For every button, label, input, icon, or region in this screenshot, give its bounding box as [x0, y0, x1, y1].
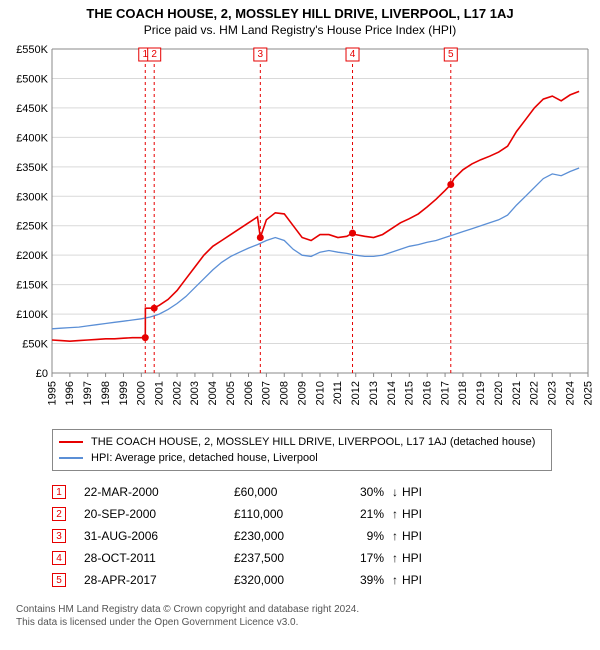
transaction-row: 5 28-APR-2017£320,00039%↑HPI	[52, 569, 552, 591]
transaction-price: £237,500	[234, 551, 344, 565]
svg-text:£400K: £400K	[16, 132, 48, 144]
svg-text:1998: 1998	[100, 381, 112, 405]
arrow-up-icon: ↑	[388, 507, 402, 521]
svg-text:1995: 1995	[46, 381, 58, 405]
svg-text:2015: 2015	[404, 381, 416, 405]
svg-text:2011: 2011	[332, 381, 344, 405]
svg-text:3: 3	[258, 49, 264, 60]
arrow-down-icon: ↓	[388, 485, 402, 499]
transaction-marker: 3	[52, 529, 66, 543]
chart-titles: THE COACH HOUSE, 2, MOSSLEY HILL DRIVE, …	[8, 6, 592, 37]
svg-text:2022: 2022	[529, 381, 541, 405]
svg-text:£300K: £300K	[16, 191, 48, 203]
svg-text:2024: 2024	[564, 381, 576, 405]
transaction-indicator: HPI	[402, 529, 442, 543]
arrow-up-icon: ↑	[388, 529, 402, 543]
legend-label: THE COACH HOUSE, 2, MOSSLEY HILL DRIVE, …	[91, 436, 535, 448]
svg-text:2018: 2018	[457, 381, 469, 405]
svg-text:2005: 2005	[225, 381, 237, 405]
legend-swatch	[59, 441, 83, 443]
svg-text:£150K: £150K	[16, 280, 48, 292]
svg-text:2001: 2001	[153, 381, 165, 405]
transaction-pct: 17%	[344, 551, 388, 565]
footer-line2: This data is licensed under the Open Gov…	[16, 616, 592, 629]
transaction-indicator: HPI	[402, 573, 442, 587]
transaction-indicator: HPI	[402, 485, 442, 499]
svg-text:2014: 2014	[386, 381, 398, 405]
svg-text:2013: 2013	[368, 381, 380, 405]
svg-text:2023: 2023	[547, 381, 559, 405]
transaction-row: 4 28-OCT-2011£237,50017%↑HPI	[52, 547, 552, 569]
svg-text:£550K: £550K	[16, 44, 48, 56]
arrow-up-icon: ↑	[388, 573, 402, 587]
transaction-marker: 4	[52, 551, 66, 565]
svg-text:£500K: £500K	[16, 73, 48, 85]
svg-text:2: 2	[151, 49, 157, 60]
footer-line1: Contains HM Land Registry data © Crown c…	[16, 603, 592, 616]
transaction-price: £230,000	[234, 529, 344, 543]
transaction-row: 2 20-SEP-2000£110,00021%↑HPI	[52, 503, 552, 525]
svg-text:2006: 2006	[243, 381, 255, 405]
svg-text:2016: 2016	[422, 381, 434, 405]
svg-text:2020: 2020	[493, 381, 505, 405]
svg-text:£50K: £50K	[22, 339, 48, 351]
svg-text:2003: 2003	[189, 381, 201, 405]
transaction-indicator: HPI	[402, 507, 442, 521]
transaction-indicator: HPI	[402, 551, 442, 565]
transaction-marker: 1	[52, 485, 66, 499]
svg-text:2019: 2019	[475, 381, 487, 405]
transaction-marker: 2	[52, 507, 66, 521]
legend-swatch	[59, 457, 83, 459]
svg-text:£350K: £350K	[16, 162, 48, 174]
svg-text:2010: 2010	[314, 381, 326, 405]
transaction-pct: 9%	[344, 529, 388, 543]
svg-text:5: 5	[448, 49, 454, 60]
legend-item: HPI: Average price, detached house, Live…	[59, 450, 545, 466]
legend: THE COACH HOUSE, 2, MOSSLEY HILL DRIVE, …	[52, 429, 552, 471]
transaction-price: £60,000	[234, 485, 344, 499]
svg-text:1999: 1999	[118, 381, 130, 405]
svg-text:2009: 2009	[296, 381, 308, 405]
transaction-price: £110,000	[234, 507, 344, 521]
svg-text:1996: 1996	[64, 381, 76, 405]
svg-text:2008: 2008	[279, 381, 291, 405]
chart-container: THE COACH HOUSE, 2, MOSSLEY HILL DRIVE, …	[0, 0, 600, 650]
transaction-pct: 21%	[344, 507, 388, 521]
chart-title: THE COACH HOUSE, 2, MOSSLEY HILL DRIVE, …	[8, 6, 592, 21]
chart-svg: £0 £50K £100K £150K £200K £250K £300K £350K £400…	[8, 43, 592, 423]
svg-text:2002: 2002	[171, 381, 183, 405]
svg-text:2017: 2017	[439, 381, 451, 405]
svg-text:2012: 2012	[350, 381, 362, 405]
transaction-row: 3 31-AUG-2006£230,0009%↑HPI	[52, 525, 552, 547]
svg-text:2000: 2000	[136, 381, 148, 405]
chart-plot-area: £0 £50K £100K £150K £200K £250K £300K £350K £400…	[8, 43, 592, 423]
transaction-date: 28-APR-2017	[84, 573, 234, 587]
svg-text:2025: 2025	[582, 381, 592, 405]
transaction-marker: 5	[52, 573, 66, 587]
legend-item: THE COACH HOUSE, 2, MOSSLEY HILL DRIVE, …	[59, 434, 545, 450]
svg-text:£200K: £200K	[16, 250, 48, 262]
svg-text:2021: 2021	[511, 381, 523, 405]
svg-text:2004: 2004	[207, 381, 219, 405]
arrow-up-icon: ↑	[388, 551, 402, 565]
transaction-row: 1 22-MAR-2000£60,00030%↓HPI	[52, 481, 552, 503]
svg-text:£450K: £450K	[16, 103, 48, 115]
svg-text:£250K: £250K	[16, 221, 48, 233]
svg-text:£0: £0	[36, 368, 48, 380]
svg-text:1997: 1997	[82, 381, 94, 405]
svg-text:£100K: £100K	[16, 309, 48, 321]
transaction-date: 20-SEP-2000	[84, 507, 234, 521]
transaction-pct: 39%	[344, 573, 388, 587]
transaction-date: 28-OCT-2011	[84, 551, 234, 565]
svg-text:2007: 2007	[261, 381, 273, 405]
transaction-date: 22-MAR-2000	[84, 485, 234, 499]
transactions-table: 122-MAR-2000£60,00030%↓HPI220-SEP-2000£1…	[52, 481, 552, 591]
transaction-date: 31-AUG-2006	[84, 529, 234, 543]
transaction-pct: 30%	[344, 485, 388, 499]
footer: Contains HM Land Registry data © Crown c…	[16, 603, 592, 629]
svg-text:4: 4	[350, 49, 356, 60]
transaction-price: £320,000	[234, 573, 344, 587]
chart-subtitle: Price paid vs. HM Land Registry's House …	[8, 23, 592, 37]
legend-label: HPI: Average price, detached house, Live…	[91, 452, 318, 464]
